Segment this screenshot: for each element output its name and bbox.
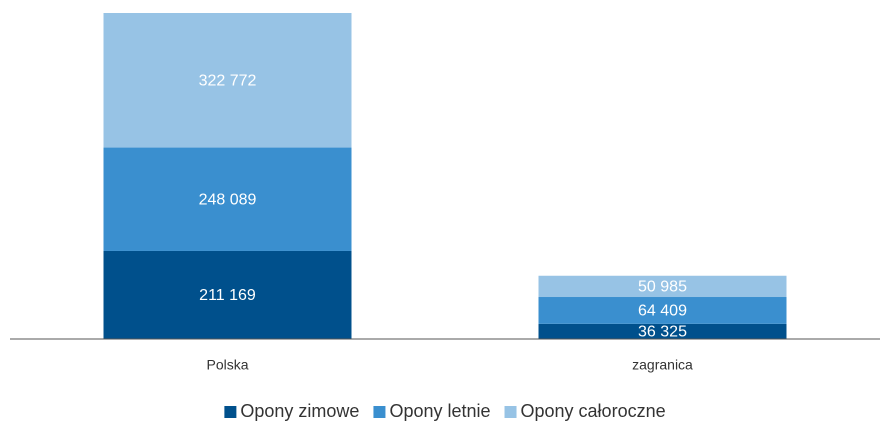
legend-label: Opony letnie (389, 401, 490, 421)
x-tick-label: zagranica (632, 357, 693, 373)
data-label: 322 772 (199, 72, 257, 89)
data-label: 211 169 (199, 287, 256, 304)
legend-swatch (373, 406, 386, 418)
legend-swatch (224, 406, 237, 418)
legend-label: Opony całoroczne (521, 401, 666, 421)
data-label: 36 325 (638, 324, 687, 341)
bar-segment (538, 275, 787, 298)
bar-segment (103, 250, 352, 339)
bar-segment (103, 147, 352, 251)
data-label: 64 409 (638, 303, 687, 320)
legend-label: Opony zimowe (240, 401, 359, 421)
x-tick-label: Polska (206, 357, 248, 373)
bar-segment (538, 323, 787, 339)
bar-segment (103, 13, 352, 148)
data-label: 248 089 (199, 191, 257, 208)
data-label: 50 985 (638, 279, 687, 296)
bar-segment (538, 297, 787, 324)
legend-swatch (504, 406, 517, 418)
